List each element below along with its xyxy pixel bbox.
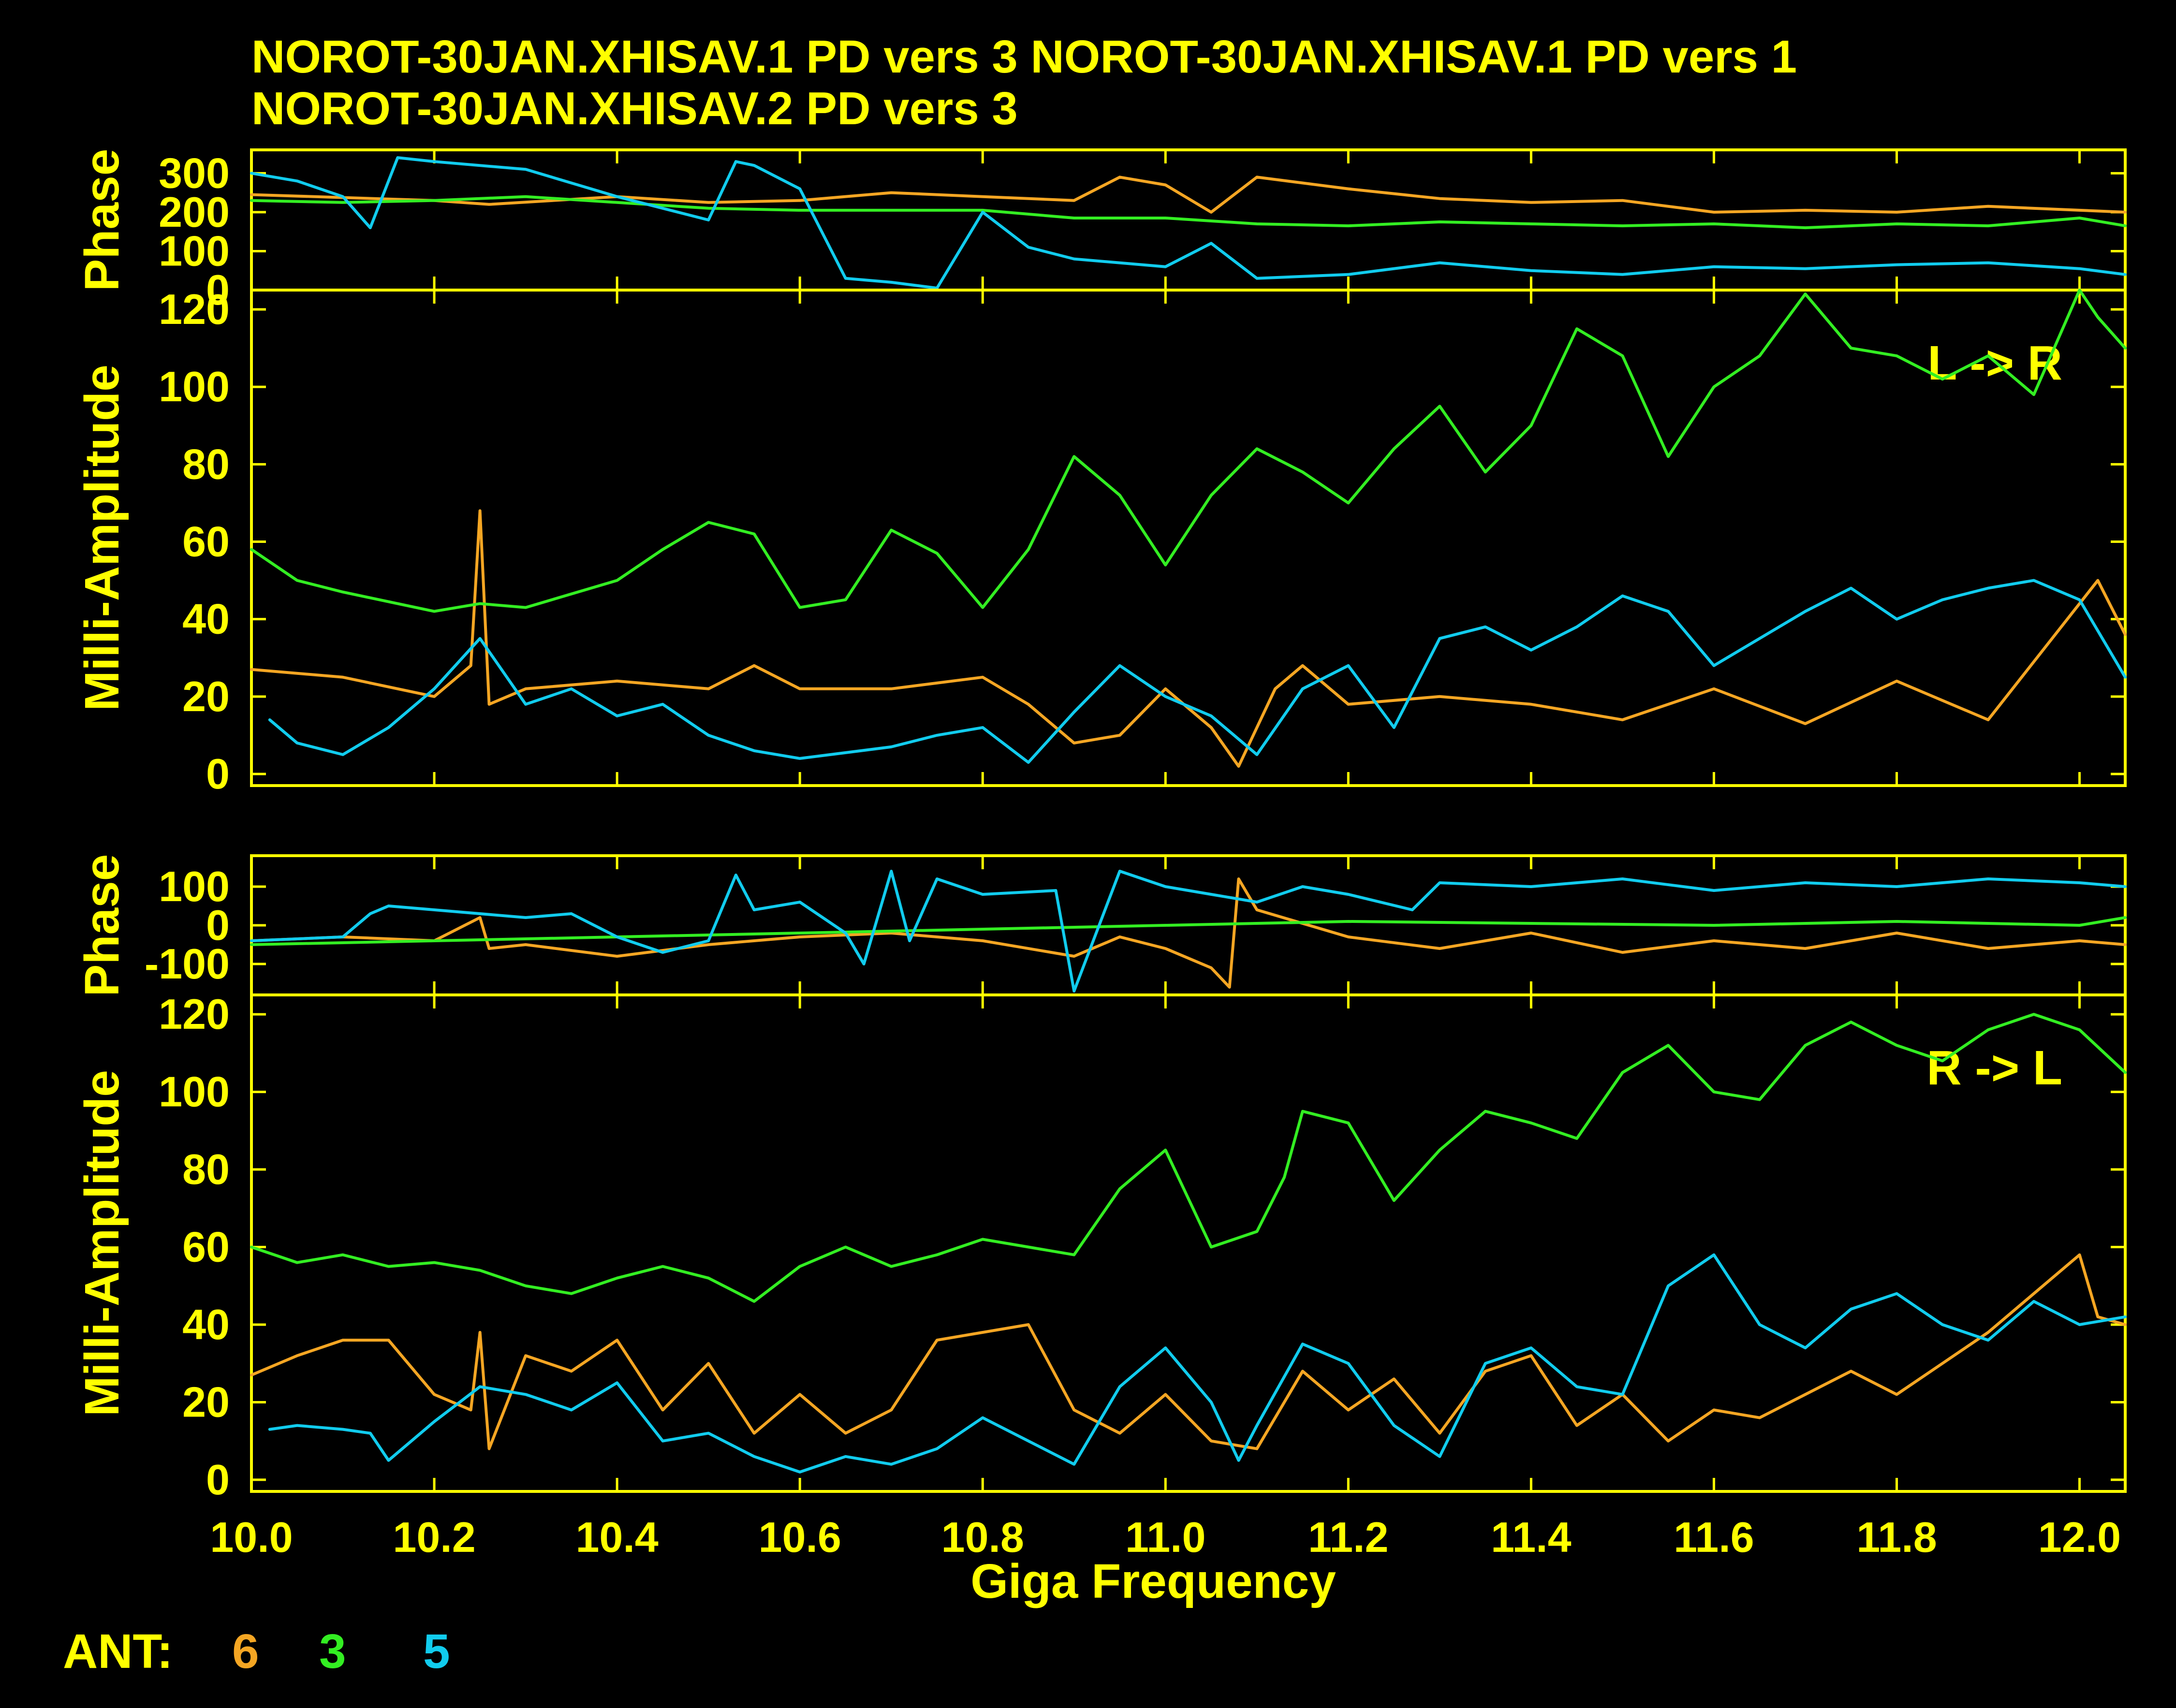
y-axis-label: Phase: [75, 149, 129, 292]
y-tick-label: 40: [182, 1300, 230, 1348]
panel-bottom-amplitude: 10.0 10.2 10.4 10.6 10.8 11.0 11.2 11.4 11.6 11.8…: [75, 990, 2127, 1561]
y-axis-label: Phase: [75, 854, 129, 997]
legend-item-ant-5: 5: [423, 1624, 450, 1679]
x-tick-label: 11.2: [1308, 1513, 1388, 1561]
series-line-ant-3: [250, 1013, 2127, 1303]
y-axis-label: Milli-Amplitude: [75, 365, 129, 711]
y-tick-label: 80: [182, 1145, 230, 1193]
x-axis-label: Giga Frequency: [970, 1554, 1336, 1608]
panels-layer: 3002001000Phase120100806040200Milli-Ampl…: [75, 148, 2127, 1561]
y-tick-label: 100: [159, 1068, 230, 1116]
series-line-ant-6: [250, 877, 2127, 989]
x-tick-label: 11.8: [1856, 1513, 1937, 1561]
y-tick-label: 200: [159, 188, 230, 236]
panel-frame: [250, 289, 2127, 787]
series-line-ant-5: [250, 156, 2127, 290]
panel-frame: [250, 993, 2127, 1493]
chart-title-line-2: NOROT-30JAN.XHISAV.2 PD vers 3: [251, 83, 1018, 134]
x-tick-label: 10.2: [393, 1513, 475, 1561]
y-tick-label: 0: [206, 901, 230, 949]
y-tick-label: 80: [182, 440, 230, 488]
series-line-ant-3: [250, 195, 2127, 230]
y-tick-label: 100: [159, 363, 230, 410]
y-tick-label: 300: [159, 149, 230, 197]
series-line-ant-5: [268, 579, 2127, 764]
x-tick-label: 11.0: [1125, 1513, 1206, 1561]
x-tick-label: 10.6: [759, 1513, 841, 1561]
y-tick-label: 120: [159, 285, 230, 333]
x-tick-label: 10.0: [210, 1513, 293, 1561]
legend: ANT: 6 3 5: [63, 1624, 450, 1679]
series-line-ant-3: [250, 916, 2127, 946]
panel-annotation: R -> L: [1926, 1041, 2062, 1095]
y-tick-label: 60: [182, 1223, 230, 1271]
chart-title-line-1: NOROT-30JAN.XHISAV.1 PD vers 3 NOROT-30J…: [251, 31, 1797, 83]
y-tick-label: 0: [206, 266, 230, 314]
series-line-ant-6: [250, 1253, 2127, 1450]
x-tick-label: 10.8: [941, 1513, 1024, 1561]
series-line-ant-3: [250, 289, 2127, 613]
y-tick-label: 0: [206, 1456, 230, 1504]
y-tick-label: 120: [159, 990, 230, 1038]
y-axis-label: Milli-Amplitude: [75, 1070, 129, 1416]
y-tick-label: 20: [182, 1378, 230, 1426]
y-tick-label: -100: [145, 940, 230, 988]
y-tick-label: 40: [182, 595, 230, 643]
y-tick-label: 20: [182, 672, 230, 720]
series-line-ant-5: [268, 1253, 2127, 1474]
legend-item-ant-3: 3: [319, 1624, 346, 1679]
y-tick-label: 100: [159, 227, 230, 275]
y-tick-label: 60: [182, 518, 230, 566]
x-tick-label: 11.4: [1491, 1513, 1571, 1561]
x-tick-label: 12.0: [2038, 1513, 2121, 1561]
y-tick-label: 0: [206, 750, 230, 798]
x-tick-label: 11.6: [1674, 1513, 1754, 1561]
series-line-ant-6: [250, 175, 2127, 214]
y-tick-label: 100: [159, 862, 230, 910]
x-tick-label: 10.4: [575, 1513, 658, 1561]
series-line-ant-6: [250, 509, 2127, 768]
series-line-ant-5: [250, 870, 2127, 993]
legend-label: ANT:: [63, 1624, 173, 1679]
legend-item-ant-6: 6: [232, 1624, 259, 1679]
